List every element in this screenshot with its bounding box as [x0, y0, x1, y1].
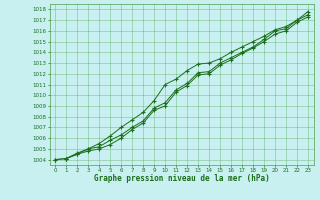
X-axis label: Graphe pression niveau de la mer (hPa): Graphe pression niveau de la mer (hPa): [94, 174, 269, 183]
